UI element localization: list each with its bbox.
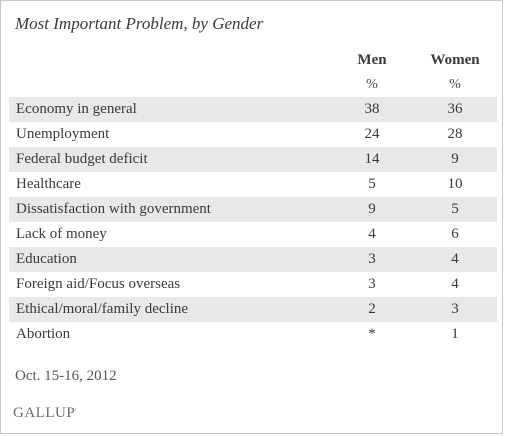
gallup-logo: GALLUP' — [13, 405, 77, 422]
value-men: 3 — [368, 276, 376, 292]
survey-date: Oct. 15-16, 2012 — [15, 368, 117, 384]
data-table: Economy in general 38 36 Unemployment 24 28 Fe… — [9, 97, 497, 347]
table-row: Healthcare 5 10 — [9, 172, 497, 197]
value-women: 36 — [447, 101, 463, 117]
table-row: Lack of money 4 6 — [9, 222, 497, 247]
table-row: Economy in general 38 36 — [9, 97, 497, 122]
value-women: 4 — [451, 251, 459, 267]
value-men: 3 — [368, 251, 376, 267]
logo-text: GALLUP — [13, 405, 76, 421]
row-label: Ethical/moral/family decline — [16, 301, 189, 317]
value-women: 5 — [451, 201, 459, 217]
column-header-row: Men Women — [9, 49, 497, 71]
row-label: Dissatisfaction with government — [16, 201, 211, 217]
unit-men: % — [366, 77, 378, 92]
row-label: Foreign aid/Focus overseas — [16, 276, 181, 292]
value-women: 10 — [447, 176, 463, 192]
value-men: 38 — [364, 101, 380, 117]
table-row: Foreign aid/Focus overseas 3 4 — [9, 272, 497, 297]
unit-women: % — [449, 77, 461, 92]
column-header-men: Men — [357, 51, 387, 68]
value-women: 6 — [451, 226, 459, 242]
row-label: Healthcare — [16, 176, 81, 192]
table-row: Abortion * 1 — [9, 322, 497, 347]
value-women: 3 — [451, 301, 459, 317]
value-men: 4 — [368, 226, 376, 242]
table-row: Unemployment 24 28 — [9, 122, 497, 147]
row-label: Economy in general — [16, 101, 137, 117]
value-women: 4 — [451, 276, 459, 292]
row-label: Lack of money — [16, 226, 107, 242]
table-row: Ethical/moral/family decline 2 3 — [9, 297, 497, 322]
value-men: 9 — [368, 201, 376, 217]
value-men: 2 — [368, 301, 376, 317]
column-header-women: Women — [430, 51, 480, 68]
unit-row: % % — [9, 74, 497, 96]
value-women: 9 — [451, 151, 459, 167]
row-label: Unemployment — [16, 126, 110, 142]
table-row: Federal budget deficit 14 9 — [9, 147, 497, 172]
value-men: 5 — [368, 176, 376, 192]
table-row: Dissatisfaction with government 9 5 — [9, 197, 497, 222]
value-women: 28 — [447, 126, 463, 142]
chart-title: Most Important Problem, by Gender — [15, 14, 264, 33]
value-women: 1 — [451, 326, 459, 342]
row-label: Education — [16, 251, 77, 267]
table-row: Education 3 4 — [9, 247, 497, 272]
logo-mark: ' — [75, 407, 78, 416]
row-label: Abortion — [16, 326, 71, 342]
row-label: Federal budget deficit — [16, 151, 148, 167]
value-men: * — [368, 326, 376, 342]
value-men: 24 — [364, 126, 380, 142]
value-men: 14 — [364, 151, 380, 167]
